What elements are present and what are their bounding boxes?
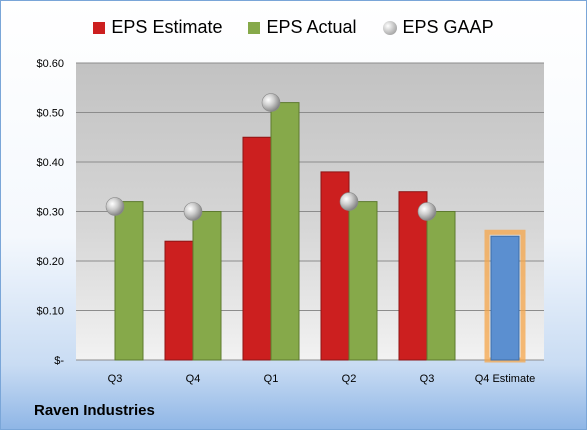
x-tick-label: Q3 <box>108 373 123 385</box>
legend-label-eps-gaap: EPS GAAP <box>402 17 494 37</box>
bar-eps-actual <box>192 211 222 361</box>
marker-eps-gaap <box>105 197 125 216</box>
company-name: Raven Industries <box>34 402 155 419</box>
x-tick-label: Q4 <box>186 373 201 385</box>
bar-eps-actual <box>270 102 300 361</box>
y-tick-label: $0.60 <box>36 58 64 70</box>
legend-swatch-eps-actual <box>248 21 261 34</box>
y-tick-label: $0.20 <box>36 256 64 268</box>
y-tick-label: $0.50 <box>36 108 64 120</box>
marker-eps-gaap <box>417 202 437 221</box>
legend-swatch-eps-gaap <box>382 20 397 35</box>
bar-eps-actual <box>114 201 144 361</box>
marker-eps-gaap <box>261 93 281 112</box>
chart-legend: EPS Estimate EPS Actual EPS GAAP <box>1 17 586 38</box>
x-tick-label: Q2 <box>342 373 357 385</box>
bar-eps-estimate <box>398 191 428 361</box>
legend-label-eps-estimate: EPS Estimate <box>111 17 223 37</box>
bar-eps-actual <box>426 211 456 361</box>
bar-eps-estimate <box>164 240 194 361</box>
bar-q4-estimate <box>490 235 520 361</box>
legend-eps-actual: EPS Actual <box>248 17 357 38</box>
bar-eps-actual <box>348 201 378 361</box>
x-tick-label: Q3 <box>420 373 435 385</box>
y-tick-label: $- <box>54 355 64 367</box>
y-tick-label: $0.10 <box>36 306 64 318</box>
legend-label-eps-actual: EPS Actual <box>266 17 357 37</box>
marker-eps-gaap <box>339 192 359 211</box>
x-tick-label: Q4 Estimate <box>475 373 536 385</box>
x-tick-label: Q1 <box>264 373 279 385</box>
marker-eps-gaap <box>183 202 203 221</box>
bar-eps-estimate <box>242 136 272 361</box>
y-tick-label: $0.40 <box>36 157 64 169</box>
legend-eps-estimate: EPS Estimate <box>93 17 222 38</box>
legend-swatch-eps-estimate <box>93 21 106 34</box>
bar-eps-estimate <box>320 171 350 361</box>
legend-eps-gaap: EPS GAAP <box>382 17 494 38</box>
y-tick-label: $0.30 <box>36 207 64 219</box>
